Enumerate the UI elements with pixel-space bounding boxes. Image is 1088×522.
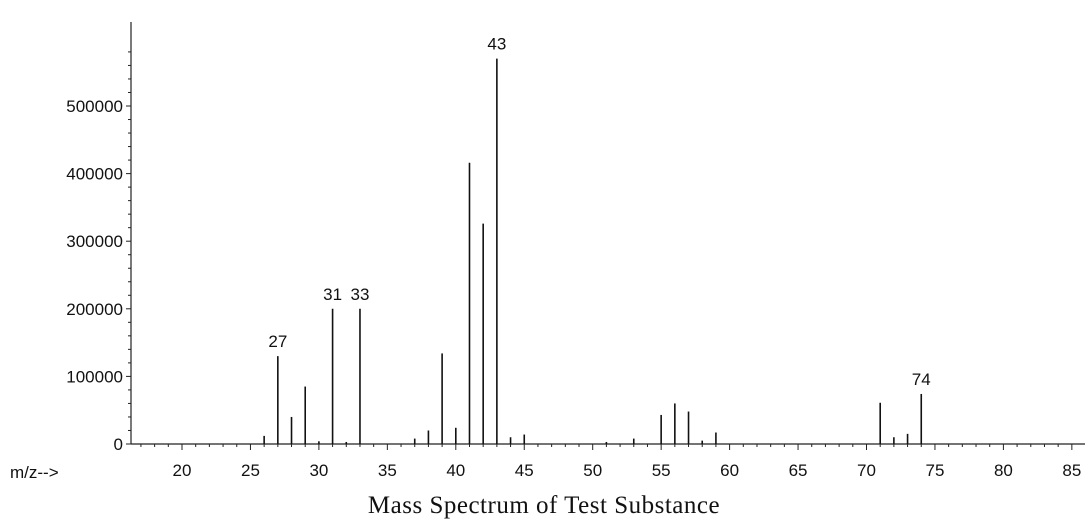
- x-tick-label: 80: [994, 461, 1013, 480]
- y-tick-label: 200000: [66, 300, 123, 319]
- x-tick-label: 30: [309, 461, 328, 480]
- y-tick-label: 300000: [66, 232, 123, 251]
- x-tick-label: 55: [652, 461, 671, 480]
- peak-label: 74: [912, 370, 931, 389]
- peak-label: 33: [351, 285, 370, 304]
- peak-label: 31: [323, 285, 342, 304]
- peak-bars: [263, 58, 923, 444]
- y-tick-label: 400000: [66, 165, 123, 184]
- x-tick-label: 40: [446, 461, 465, 480]
- x-tick-label: 70: [857, 461, 876, 480]
- x-tick-label: 35: [378, 461, 397, 480]
- x-axis-label: m/z-->: [10, 463, 59, 482]
- axes: 0 100000 200000 300000 400000 500000 20 25 30 35 4…: [66, 22, 1085, 480]
- chart-title: Mass Spectrum of Test Substance: [367, 492, 721, 519]
- x-tick-label: 85: [1062, 461, 1081, 480]
- y-tick-label: 100000: [66, 367, 123, 386]
- x-tick-label: 45: [515, 461, 534, 480]
- peak-labels: 27 31 33 43 74: [268, 35, 930, 389]
- peak-label: 27: [268, 332, 287, 351]
- x-tick-label: 25: [241, 461, 260, 480]
- peak-label: 43: [487, 35, 506, 54]
- y-tick-label: 0: [114, 435, 123, 454]
- x-tick-label: 20: [173, 461, 192, 480]
- x-tick-label: 65: [789, 461, 808, 480]
- x-tick-label: 50: [583, 461, 602, 480]
- y-tick-label: 500000: [66, 97, 123, 116]
- x-tick-label: 75: [925, 461, 944, 480]
- x-tick-label: 60: [720, 461, 739, 480]
